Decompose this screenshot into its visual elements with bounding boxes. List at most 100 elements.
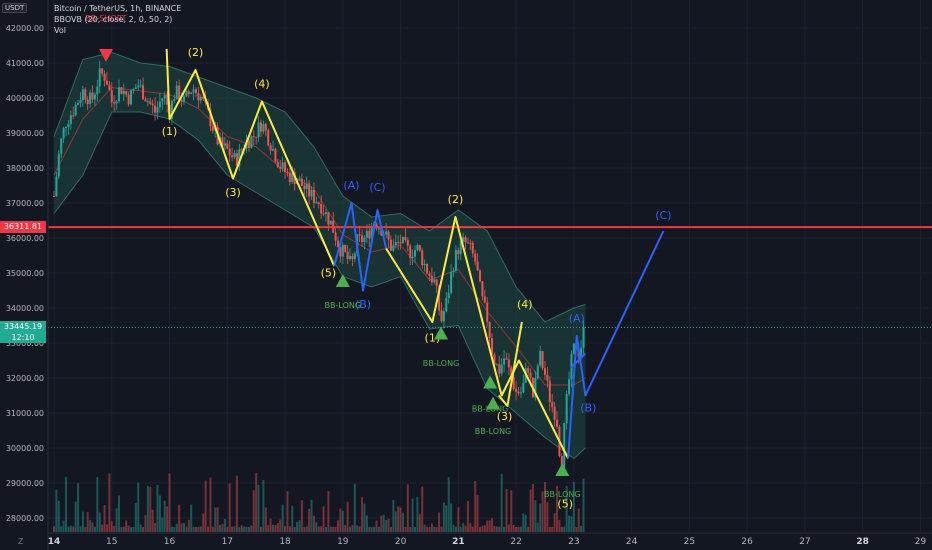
long-signal-arrow <box>434 326 449 340</box>
volume-bar <box>315 522 318 532</box>
candle-body <box>262 123 265 132</box>
volume-title[interactable]: Vol <box>54 26 66 35</box>
wave-label: (4) <box>254 78 270 91</box>
candle-body <box>166 95 169 105</box>
candle-body <box>139 85 142 87</box>
wave-label: (B) <box>580 401 596 414</box>
volume-bar <box>269 518 272 532</box>
candle-body <box>517 391 520 394</box>
price-axis[interactable]: 42000.00 41000.00 40000.00 39000.00 38000.00… <box>6 0 49 550</box>
current-price-label: 33445.19 <box>0 321 46 334</box>
volume-bar <box>498 526 501 532</box>
volume-bar <box>279 519 282 532</box>
volume-bar <box>399 507 402 532</box>
volume-bar <box>416 497 419 532</box>
candle-body <box>476 261 479 271</box>
candle-body <box>337 240 340 247</box>
candle-body <box>572 343 575 355</box>
candle-body <box>163 95 166 99</box>
volume-bar <box>454 526 457 532</box>
price-tick-label: 33000.00 <box>6 339 44 348</box>
volume-bar <box>546 502 549 532</box>
candle-body <box>454 250 457 271</box>
volume-bar <box>346 501 349 532</box>
candle-body <box>435 279 438 286</box>
volume-bar <box>293 526 296 532</box>
candle-body <box>175 85 178 100</box>
volume-bar <box>187 519 190 532</box>
chart-legend[interactable]: Bitcoin / TetherUS, 1h, BINANCE BBOVB (2… <box>54 3 181 36</box>
elliott-waves[interactable]: (1) (2) (3) (4) (5) (A) (B) (C) (2) (1) (3) (4) (5) (… <box>162 46 672 511</box>
wave-label: (3) <box>225 186 241 199</box>
candle-body <box>267 130 270 146</box>
candle-body <box>377 228 380 230</box>
time-tick-label: 22 <box>510 537 521 547</box>
bb-upper-line <box>53 51 586 323</box>
indicator-title[interactable]: BBOVB (20, close, 2, 0, 50, 2) <box>54 15 173 24</box>
candle-body <box>312 189 315 203</box>
candle-body <box>404 236 407 240</box>
timezone-icon[interactable]: Z <box>18 537 24 546</box>
volume-bar <box>344 525 347 532</box>
time-axis[interactable]: 14 15 16 17 18 19 20 21 22 23 24 25 26 27 28 29 <box>48 532 932 547</box>
volume-bar <box>481 525 484 532</box>
candle-body <box>339 246 342 257</box>
candle-body <box>303 185 306 189</box>
candle-body <box>401 236 404 244</box>
volume-bar <box>370 526 373 532</box>
volume-bar <box>536 522 539 532</box>
volume-bar <box>450 503 453 532</box>
volume-bar <box>84 526 87 532</box>
volume-bar <box>296 521 299 532</box>
wave-yellow <box>498 321 523 407</box>
wave-label: (3) <box>497 410 513 423</box>
candle-body <box>221 137 224 146</box>
volume-bar <box>219 524 222 532</box>
candle-body <box>560 456 563 469</box>
volume-bar <box>175 523 178 532</box>
volume-bar <box>300 500 303 532</box>
volume-bar <box>551 526 554 532</box>
wave-label: (4) <box>517 298 533 311</box>
candle-body <box>281 162 284 169</box>
signal-label: BB-LONG <box>325 301 362 310</box>
candle-body <box>74 104 77 116</box>
volume-bar <box>401 512 404 532</box>
volume-bar <box>182 523 185 532</box>
volume-bar <box>447 477 450 532</box>
volume-bar <box>488 520 491 532</box>
volume-bar <box>185 526 188 532</box>
candle-body <box>423 263 426 265</box>
volume-bar <box>517 526 520 532</box>
volume-bar <box>72 526 75 532</box>
horizontal-line[interactable] <box>48 226 932 328</box>
volume-bar <box>570 516 573 532</box>
candle-body <box>228 148 231 156</box>
volume-bar <box>491 518 494 532</box>
candle-body <box>370 226 373 239</box>
candle-body <box>495 364 498 366</box>
wave-yellow <box>165 48 336 267</box>
volume-bar <box>327 490 330 532</box>
volume-bar <box>151 509 154 532</box>
candle-body <box>134 87 137 90</box>
volume-bar <box>81 511 84 532</box>
volume-bar <box>62 520 65 532</box>
volume-bar <box>387 518 390 532</box>
candle-body <box>551 402 554 407</box>
candle-body <box>132 89 135 91</box>
volume-bar <box>507 524 510 532</box>
candle-body <box>479 270 482 282</box>
volume-bar <box>385 520 388 532</box>
volume-bar <box>440 526 443 532</box>
volume-bar <box>77 483 80 532</box>
long-signal-arrow <box>483 375 498 389</box>
volume-bar <box>55 489 58 532</box>
price-tick-label: 35000.00 <box>6 269 44 278</box>
candle-body <box>298 178 301 181</box>
symbol-title[interactable]: Bitcoin / TetherUS, 1h, BINANCE <box>54 4 182 13</box>
volume-bar <box>356 525 359 532</box>
candle-body <box>286 172 289 174</box>
